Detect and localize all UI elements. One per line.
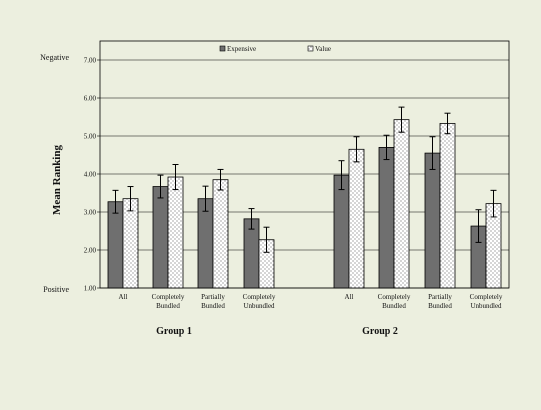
category-label-line: Bundled [428, 302, 452, 310]
bar-value [122, 198, 139, 289]
category-label: All [345, 293, 354, 301]
y-axis-label: Mean Ranking [51, 145, 63, 215]
legend-label: Expensive [227, 45, 256, 53]
y-end-label-bottom: Positive [43, 285, 69, 294]
group-label: Group 2 [362, 326, 398, 337]
bar-value [167, 176, 184, 289]
category-label-line: Completely [152, 293, 185, 301]
category-label: Completely Unbundled [243, 293, 276, 310]
category-label-line: Completely [243, 293, 276, 301]
category-label-line: Completely [378, 293, 411, 301]
category-label-line: All [345, 293, 354, 301]
category-label: Completely Bundled [378, 293, 411, 310]
bar-expensive [424, 152, 441, 289]
legend-swatch-value [307, 45, 314, 52]
bar-expensive [152, 186, 169, 289]
bar-value [439, 123, 456, 289]
category-label: Partially Bundled [201, 293, 225, 310]
category-label: Completely Bundled [152, 293, 185, 310]
y-tick-label: 7.00 [84, 57, 97, 65]
category-label-line: Partially [428, 293, 452, 301]
bar-expensive [378, 146, 395, 289]
y-tick-label: 1.00 [84, 285, 97, 293]
bar-expensive [333, 174, 350, 289]
bar-value [393, 119, 410, 289]
y-end-label-top: Negative [40, 53, 69, 62]
y-tick-label: 4.00 [84, 171, 97, 179]
category-label: Partially Bundled [428, 293, 452, 310]
category-label-line: Partially [201, 293, 225, 301]
category-label-line: Completely [470, 293, 503, 301]
category-label-line: Bundled [156, 302, 180, 310]
group-label: Group 1 [156, 326, 192, 337]
category-label-line: Unbundled [243, 302, 275, 310]
category-label-line: Bundled [382, 302, 406, 310]
category-label-line: All [119, 293, 128, 301]
y-tick-label: 6.00 [84, 95, 97, 103]
bar-expensive [107, 201, 124, 289]
y-tick-label: 5.00 [84, 133, 97, 141]
y-tick-label: 3.00 [84, 209, 97, 217]
bar-expensive [197, 198, 214, 289]
category-label-line: Unbundled [470, 302, 502, 310]
bar-value [348, 148, 365, 289]
legend-label: Value [315, 45, 331, 53]
y-tick-label: 2.00 [84, 247, 97, 255]
category-label-line: Bundled [201, 302, 225, 310]
category-label: Completely Unbundled [470, 293, 503, 310]
bar-value [212, 179, 229, 289]
category-label: All [119, 293, 128, 301]
legend-swatch-expensive [219, 45, 226, 52]
